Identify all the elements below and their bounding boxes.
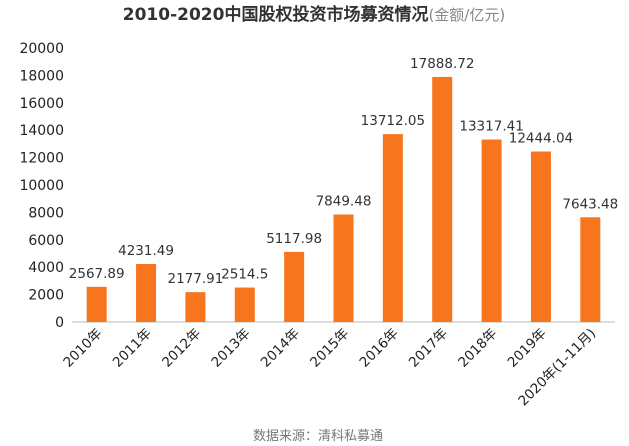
source-note: 数据来源：清科私募通: [253, 429, 383, 444]
data-label: 4231.49: [118, 243, 174, 259]
bar: [234, 287, 255, 322]
x-tick-label: 2014年: [258, 326, 303, 371]
y-tick-label: 8000: [28, 205, 64, 221]
bar: [530, 151, 551, 322]
y-tick-label: 20000: [19, 41, 64, 57]
data-label: 2567.89: [69, 266, 125, 282]
x-tick-label: 2019年: [505, 326, 550, 371]
y-tick-label: 2000: [28, 288, 64, 304]
x-tick-label: 2010年: [60, 326, 105, 371]
bar: [580, 217, 601, 322]
chart-title-unit: (金额/亿元): [428, 6, 505, 24]
data-label: 12444.04: [509, 131, 573, 147]
bar: [333, 214, 354, 322]
data-label: 13317.41: [459, 119, 523, 135]
x-tick-label: 2018年: [455, 326, 500, 371]
data-label: 7849.48: [316, 193, 372, 209]
y-tick-label: 6000: [28, 233, 64, 249]
bar: [136, 264, 157, 322]
bar: [481, 139, 502, 322]
chart-title-main: 2010-2020中国股权投资市场募资情况: [123, 4, 429, 25]
y-tick-label: 16000: [19, 96, 64, 112]
data-label: 5117.98: [266, 231, 322, 247]
y-tick-label: 4000: [28, 260, 64, 276]
x-tick-label: 2017年: [406, 326, 451, 371]
bar: [432, 76, 453, 323]
bar: [284, 251, 305, 322]
x-axis-ticks: 2010年 2011年 2012年 2013年 2014年 2015年 2016年 2017年…: [60, 326, 599, 410]
bar: [382, 134, 403, 322]
data-label: 7643.48: [562, 196, 618, 212]
chart-title: 2010-2020中国股权投资市场募资情况(金额/亿元): [123, 4, 505, 25]
x-tick-label: 2012年: [159, 326, 204, 371]
y-tick-label: 18000: [19, 68, 64, 84]
x-tick-label: 2015年: [307, 326, 352, 371]
x-tick-label: 2013年: [208, 326, 253, 371]
y-tick-label: 14000: [19, 123, 64, 139]
y-axis-ticks: 0 2000 4000 6000 8000 10000 12000 14000 16000 180…: [19, 41, 64, 331]
y-tick-label: 0: [55, 315, 64, 331]
bar: [86, 286, 107, 322]
data-label: 2514.5: [221, 267, 268, 283]
y-tick-label: 10000: [19, 178, 64, 194]
data-label: 17888.72: [410, 56, 474, 72]
x-tick-label: 2016年: [357, 326, 402, 371]
bars-group: [86, 76, 601, 323]
bar: [185, 292, 206, 322]
y-tick-label: 12000: [19, 151, 64, 167]
x-tick-label: 2011年: [110, 326, 155, 371]
data-label: 2177.91: [167, 271, 223, 287]
data-label: 13712.05: [361, 113, 425, 129]
